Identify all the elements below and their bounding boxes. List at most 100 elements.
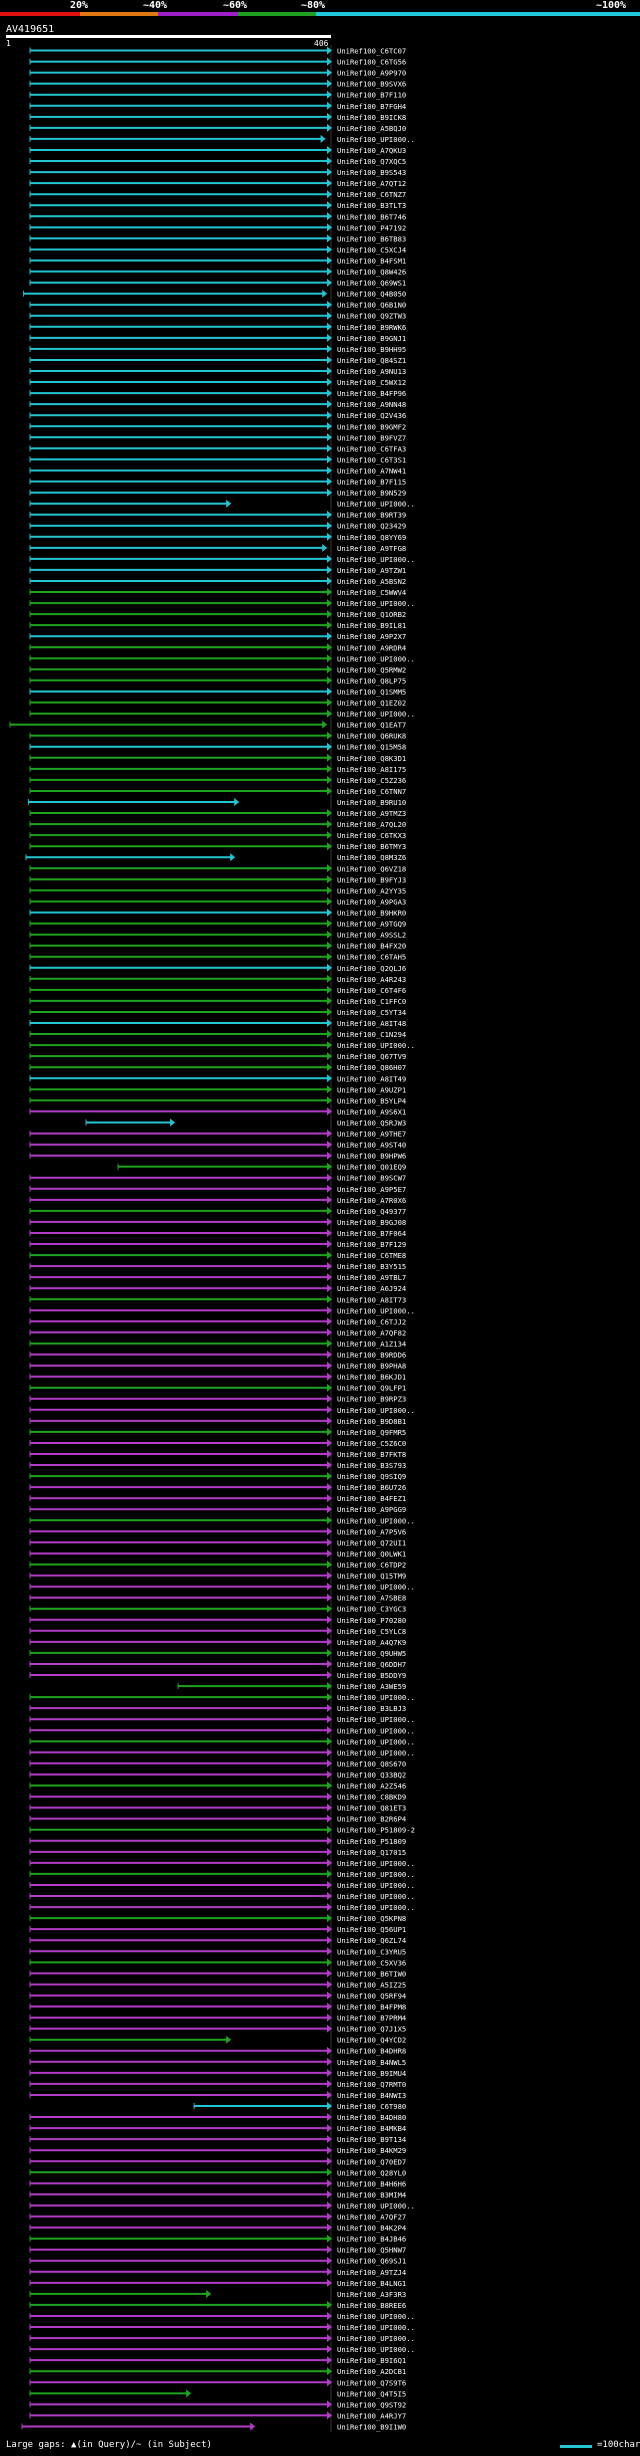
- subject-id-label[interactable]: UniRef100_UPI000..: [337, 1693, 415, 1702]
- subject-id-label[interactable]: UniRef100_B9GJ08: [337, 1218, 406, 1227]
- alignment-row[interactable]: UniRef100_B9SVX6: [29, 79, 406, 89]
- alignment-row[interactable]: UniRef100_Q8K3D1: [29, 753, 406, 763]
- subject-id-label[interactable]: UniRef100_B9I1W0: [337, 2422, 406, 2431]
- alignment-row[interactable]: UniRef100_B7PRM4: [29, 2013, 406, 2023]
- alignment-row[interactable]: UniRef100_C6T4F6: [29, 985, 406, 995]
- alignment-row[interactable]: UniRef100_B6TB83: [29, 234, 406, 243]
- alignment-row[interactable]: UniRef100_Q9SIQ9: [29, 1472, 406, 1481]
- subject-id-label[interactable]: UniRef100_P51809-2: [337, 1826, 415, 1835]
- subject-id-label[interactable]: UniRef100_Q0LWK1: [337, 1549, 406, 1558]
- subject-id-label[interactable]: UniRef100_A9PGG9: [337, 1505, 406, 1514]
- subject-id-label[interactable]: UniRef100_Q8W426: [337, 268, 406, 277]
- alignment-row[interactable]: UniRef100_Q6DDH7: [29, 1659, 406, 1669]
- alignment-row[interactable]: UniRef100_Q4B050: [23, 289, 407, 299]
- alignment-row[interactable]: UniRef100_A9TZW1: [29, 565, 406, 575]
- alignment-row[interactable]: UniRef100_Q17015: [29, 1847, 406, 1857]
- subject-id-label[interactable]: UniRef100_B4FPM8: [337, 2003, 406, 2012]
- subject-id-label[interactable]: UniRef100_A5BSN2: [337, 577, 406, 586]
- subject-id-label[interactable]: UniRef100_A9NN48: [337, 400, 406, 409]
- subject-id-label[interactable]: UniRef100_A9P2X7: [337, 632, 406, 641]
- alignment-row[interactable]: UniRef100_B9IL81: [29, 621, 406, 630]
- alignment-row[interactable]: UniRef100_A2YY35: [29, 886, 406, 895]
- alignment-row[interactable]: UniRef100_A9TGQ9: [29, 919, 406, 929]
- subject-id-label[interactable]: UniRef100_Q7J1X5: [337, 2025, 406, 2034]
- subject-id-label[interactable]: UniRef100_B6T746: [337, 212, 406, 221]
- alignment-row[interactable]: UniRef100_Q49377: [29, 1206, 406, 1216]
- subject-id-label[interactable]: UniRef100_A7QL20: [337, 820, 406, 829]
- alignment-row[interactable]: UniRef100_A2DCB1: [29, 2367, 406, 2376]
- subject-id-label[interactable]: UniRef100_Q2V436: [337, 411, 406, 420]
- subject-id-label[interactable]: UniRef100_B8REE6: [337, 2301, 406, 2310]
- subject-id-label[interactable]: UniRef100_C5YT34: [337, 1008, 406, 1017]
- subject-id-label[interactable]: UniRef100_A7QF82: [337, 1328, 406, 1337]
- subject-id-label[interactable]: UniRef100_A9ST40: [337, 1141, 406, 1150]
- subject-id-label[interactable]: UniRef100_B9IMU4: [337, 2069, 406, 2078]
- subject-id-label[interactable]: UniRef100_A2DCB1: [337, 2367, 406, 2376]
- alignment-row[interactable]: UniRef100_A7SBE8: [29, 1593, 406, 1603]
- alignment-row[interactable]: UniRef100_UPI000..: [29, 1041, 415, 1050]
- subject-id-label[interactable]: UniRef100_Q01EQ9: [337, 1163, 406, 1172]
- alignment-row[interactable]: UniRef100_C5YLC8: [29, 1626, 406, 1636]
- alignment-row[interactable]: UniRef100_A4RJY7: [29, 2411, 406, 2420]
- alignment-row[interactable]: UniRef100_C6TNN7: [29, 786, 406, 796]
- alignment-row[interactable]: UniRef100_A3WE59: [177, 1682, 406, 1691]
- alignment-row[interactable]: UniRef100_A5BSN2: [29, 576, 406, 586]
- subject-id-label[interactable]: UniRef100_B4FEZ1: [337, 1494, 406, 1503]
- alignment-row[interactable]: UniRef100_Q8W426: [29, 267, 406, 277]
- alignment-row[interactable]: UniRef100_Q4T5I5: [29, 2389, 406, 2398]
- subject-id-label[interactable]: UniRef100_A9TBL7: [337, 1273, 406, 1282]
- alignment-row[interactable]: UniRef100_UPI000..: [29, 599, 415, 608]
- subject-id-label[interactable]: UniRef100_A4RJY7: [337, 2411, 406, 2420]
- subject-id-label[interactable]: UniRef100_Q1EZ02: [337, 699, 406, 708]
- alignment-row[interactable]: UniRef100_A5IZ25: [29, 1980, 406, 1989]
- subject-id-label[interactable]: UniRef100_A9SSL2: [337, 931, 406, 940]
- subject-id-label[interactable]: UniRef100_B4NWL5: [337, 2058, 406, 2067]
- subject-id-label[interactable]: UniRef100_A9TGQ9: [337, 920, 406, 929]
- subject-id-label[interactable]: UniRef100_A8IT49: [337, 1074, 406, 1083]
- alignment-row[interactable]: UniRef100_B7FGH4: [29, 101, 406, 111]
- alignment-row[interactable]: UniRef100_Q9UHW5: [29, 1648, 406, 1658]
- alignment-row[interactable]: UniRef100_B4LNG1: [29, 2278, 406, 2288]
- alignment-row[interactable]: UniRef100_C1N294: [29, 1030, 406, 1039]
- subject-id-label[interactable]: UniRef100_Q69WS1: [337, 279, 406, 288]
- alignment-row[interactable]: UniRef100_B9HH95: [29, 344, 406, 354]
- subject-id-label[interactable]: UniRef100_B9RDD6: [337, 1351, 406, 1360]
- alignment-row[interactable]: UniRef100_UPI000..: [29, 1892, 415, 1901]
- alignment-row[interactable]: UniRef100_Q69SJ1: [29, 2256, 406, 2266]
- alignment-row[interactable]: UniRef100_B8REE6: [29, 2300, 406, 2310]
- subject-id-label[interactable]: UniRef100_UPI000..: [337, 1516, 415, 1525]
- alignment-row[interactable]: UniRef100_A5BQJ0: [29, 123, 406, 133]
- alignment-row[interactable]: UniRef100_B9RU10: [27, 797, 406, 807]
- alignment-row[interactable]: UniRef100_A7QF82: [29, 1328, 406, 1337]
- alignment-row[interactable]: UniRef100_B4KM29: [29, 2146, 406, 2155]
- subject-id-label[interactable]: UniRef100_Q7RMT0: [337, 2080, 406, 2089]
- subject-id-label[interactable]: UniRef100_B3Y515: [337, 1262, 406, 1271]
- subject-id-label[interactable]: UniRef100_Q6B1N0: [337, 301, 406, 310]
- alignment-row[interactable]: UniRef100_B3MIM4: [29, 2190, 406, 2199]
- subject-id-label[interactable]: UniRef100_B9GMF2: [337, 422, 406, 431]
- alignment-row[interactable]: UniRef100_Q5HNW7: [29, 2245, 406, 2255]
- subject-id-label[interactable]: UniRef100_A6J924: [337, 1284, 406, 1293]
- subject-id-label[interactable]: UniRef100_UPI000..: [337, 2334, 415, 2343]
- alignment-row[interactable]: UniRef100_C6TAH5: [29, 952, 406, 962]
- alignment-row[interactable]: UniRef100_B9RDD6: [29, 1350, 406, 1360]
- subject-id-label[interactable]: UniRef100_B4FSM1: [337, 256, 406, 265]
- subject-id-label[interactable]: UniRef100_A9S6X1: [337, 1107, 406, 1116]
- alignment-row[interactable]: UniRef100_B9N529: [29, 488, 406, 498]
- subject-id-label[interactable]: UniRef100_Q56UP1: [337, 1925, 406, 1934]
- subject-id-label[interactable]: UniRef100_Q6ZL74: [337, 1936, 406, 1945]
- alignment-row[interactable]: UniRef100_Q5KPN8: [29, 1914, 406, 1923]
- subject-id-label[interactable]: UniRef100_Q28YL0: [337, 2168, 406, 2177]
- alignment-row[interactable]: UniRef100_UPI000..: [29, 1737, 415, 1746]
- alignment-row[interactable]: UniRef100_B9HKR0: [29, 908, 406, 917]
- alignment-row[interactable]: UniRef100_UPI000..: [29, 134, 415, 144]
- alignment-row[interactable]: UniRef100_A9UZP1: [29, 1085, 406, 1094]
- alignment-row[interactable]: UniRef100_P51809: [29, 1836, 406, 1846]
- subject-id-label[interactable]: UniRef100_A4R243: [337, 975, 406, 984]
- alignment-row[interactable]: UniRef100_B9FYJ3: [29, 875, 406, 884]
- alignment-row[interactable]: UniRef100_B9IMU4: [29, 2068, 406, 2078]
- alignment-row[interactable]: UniRef100_A9S6X1: [29, 1107, 406, 1116]
- subject-id-label[interactable]: UniRef100_A9UZP1: [337, 1085, 406, 1094]
- alignment-row[interactable]: UniRef100_B3TLT3: [29, 201, 406, 210]
- alignment-row[interactable]: UniRef100_Q33BQ2: [29, 1770, 406, 1779]
